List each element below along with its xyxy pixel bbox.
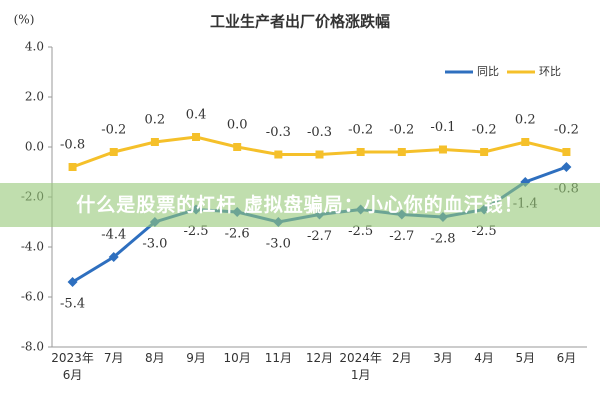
x-tick-label: 3月 <box>433 351 453 365</box>
data-label: -0.2 <box>348 123 373 138</box>
data-label: -5.4 <box>60 297 85 312</box>
marker <box>521 138 530 146</box>
data-label: -3.0 <box>142 237 167 252</box>
data-label: -0.1 <box>430 120 455 135</box>
banner[interactable]: 什么是股票的杠杆 虚拟盘骗局：小心你的血汗钱！ <box>0 183 600 227</box>
marker <box>109 148 118 156</box>
data-label: 0.4 <box>186 108 207 123</box>
x-tick-label: 4月 <box>474 351 494 365</box>
marker <box>356 148 365 156</box>
x-tick-label: 2023年 6月 <box>51 351 94 382</box>
data-label: -0.2 <box>472 123 497 138</box>
y-tick-label: -8.0 <box>21 340 44 354</box>
data-label: 0.0 <box>227 118 248 133</box>
marker <box>108 252 119 262</box>
data-label: -2.8 <box>430 232 455 247</box>
x-tick-label: 12月 <box>305 351 334 365</box>
data-label: -0.2 <box>101 123 126 138</box>
legend-label: 同比 <box>477 65 499 78</box>
marker <box>438 145 447 154</box>
y-tick-label: -4.0 <box>21 240 44 254</box>
marker <box>67 277 78 287</box>
y-axis-label: (%) <box>14 13 35 27</box>
marker <box>274 150 283 159</box>
x-tick-label: 10月 <box>223 351 251 365</box>
data-label: -2.5 <box>472 224 497 239</box>
data-label: -0.2 <box>554 123 579 138</box>
data-label: -0.3 <box>307 125 332 140</box>
data-label: -2.7 <box>389 229 414 244</box>
x-tick-label: 5月 <box>515 351 536 365</box>
y-tick-label: 4.0 <box>25 40 44 54</box>
data-label: -3.0 <box>266 237 291 252</box>
x-tick-label: 11月 <box>264 351 292 365</box>
marker <box>68 163 77 171</box>
marker <box>397 148 406 156</box>
data-label: -0.2 <box>389 123 414 138</box>
data-label: -2.5 <box>348 224 373 239</box>
marker <box>192 133 201 141</box>
data-label: -0.8 <box>60 138 85 153</box>
y-tick-label: 2.0 <box>25 90 44 104</box>
data-label: -4.4 <box>101 228 126 243</box>
data-label: 0.2 <box>145 113 166 128</box>
data-label: -2.7 <box>307 229 332 244</box>
x-tick-label: 2024年 1月 <box>339 351 382 382</box>
legend-label: 环比 <box>539 65 561 78</box>
x-tick-label: 2月 <box>391 351 412 365</box>
marker <box>480 148 489 156</box>
x-tick-label: 6月 <box>556 351 577 365</box>
marker <box>150 138 159 146</box>
data-label: 0.2 <box>515 113 536 128</box>
data-label: -2.6 <box>225 227 250 242</box>
marker <box>562 148 571 156</box>
y-tick-label: -6.0 <box>21 290 44 304</box>
marker <box>233 143 242 151</box>
x-tick-label: 8月 <box>145 351 165 365</box>
y-tick-label: 0.0 <box>25 140 44 154</box>
x-tick-label: 7月 <box>103 351 124 365</box>
marker <box>561 162 572 172</box>
x-tick-label: 9月 <box>186 351 206 365</box>
marker <box>315 150 324 159</box>
data-label: -2.5 <box>183 224 208 239</box>
data-label: -0.3 <box>266 125 291 140</box>
chart-title: 工业生产者出厂价格涨跌幅 <box>210 13 390 31</box>
